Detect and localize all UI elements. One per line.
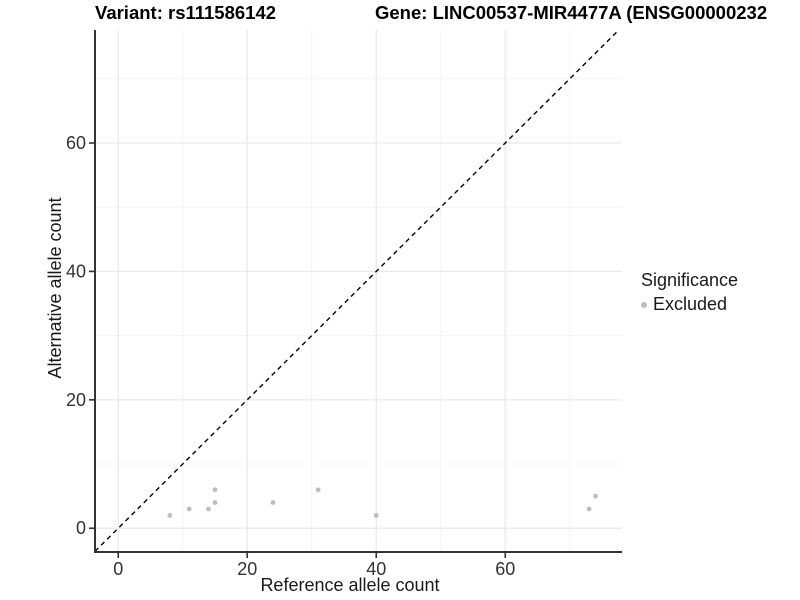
data-point bbox=[315, 487, 321, 493]
legend-title: Significance bbox=[641, 270, 739, 290]
data-point bbox=[212, 487, 218, 493]
axis-lines bbox=[94, 30, 622, 553]
data-point bbox=[270, 500, 276, 505]
data-point bbox=[186, 506, 192, 512]
data-points bbox=[167, 487, 598, 518]
legend-item-excluded: Excluded bbox=[641, 294, 738, 315]
identity-line bbox=[94, 29, 620, 552]
x-tick-label: 20 bbox=[237, 559, 257, 579]
grid-minor bbox=[95, 30, 622, 552]
data-point bbox=[206, 506, 211, 512]
x-tick-label: 60 bbox=[495, 559, 515, 579]
legend-item-label: Excluded bbox=[653, 294, 728, 314]
y-tick-label: 60 bbox=[66, 133, 86, 153]
y-tick-label: 40 bbox=[66, 261, 86, 281]
variant-title: Variant: rs111586142 bbox=[95, 2, 277, 23]
data-point bbox=[593, 493, 598, 499]
data-point bbox=[373, 513, 379, 518]
grid-major bbox=[95, 30, 622, 552]
data-point bbox=[167, 513, 173, 518]
data-point bbox=[586, 506, 592, 512]
x-axis-title: Reference allele count bbox=[260, 575, 440, 595]
axis-ticks: 0 20 40 60 0 20 40 60 bbox=[66, 133, 515, 579]
data-point bbox=[212, 500, 218, 505]
y-axis-title: Alternative allele count bbox=[45, 197, 65, 379]
gene-title: Gene: LINC00537-MIR4477A (ENSG00000232 bbox=[375, 2, 768, 23]
y-tick-label: 0 bbox=[76, 518, 86, 538]
y-tick-label: 20 bbox=[66, 390, 86, 410]
legend-point-icon bbox=[641, 301, 647, 308]
x-tick-label: 0 bbox=[113, 559, 123, 579]
x-tick-label: 40 bbox=[366, 559, 386, 579]
legend: Significance Excluded bbox=[641, 270, 738, 315]
